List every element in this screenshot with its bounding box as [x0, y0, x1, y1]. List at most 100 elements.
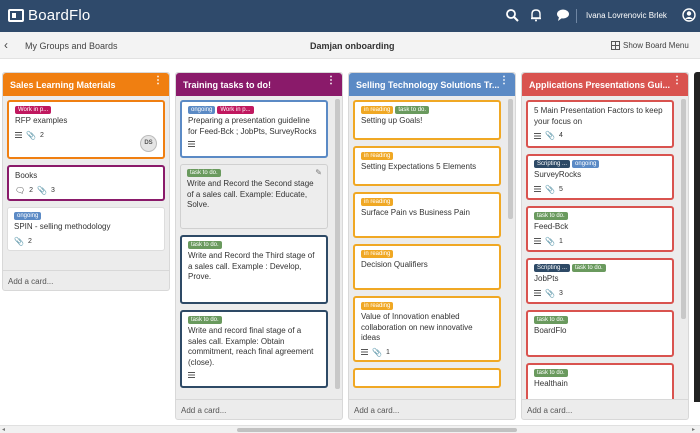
chevron-left-icon[interactable]: ‹ [4, 38, 8, 52]
description-icon [15, 132, 22, 138]
card-title: Feed-Bck [534, 222, 569, 231]
card-title: Write and Record the Second stage of a s… [187, 179, 314, 209]
label-badge: task to do. [534, 212, 568, 220]
label-badge: Scripting ... [534, 264, 571, 272]
description-icon [534, 132, 541, 139]
comment-icon: 🗨 [15, 185, 26, 195]
attachment-count: 3 [51, 186, 55, 194]
attachment-count: 1 [385, 348, 390, 356]
board-header: ‹ My Groups and Boards Damjan onboarding… [0, 32, 700, 59]
card-title: Value of Innovation enabled collaboratio… [361, 312, 473, 342]
list-header[interactable]: Selling Technology Solutions Tr... ⋮ [349, 73, 515, 96]
card[interactable] [353, 368, 501, 388]
app-logo[interactable]: BoardFlo [8, 7, 90, 24]
list-header[interactable]: Training tasks to do! ⋮ [176, 73, 342, 96]
description-icon [361, 349, 368, 355]
card-title: JobPts [534, 274, 559, 283]
list-cards: Work in p... RFP examples 📎 2 DS Books 🗨 2… [3, 96, 169, 270]
paperclip-icon: 📎 [545, 184, 555, 194]
horizontal-scrollbar[interactable]: ◂ ▸ [0, 425, 700, 433]
list-title: Sales Learning Materials [10, 80, 116, 90]
card[interactable]: task to do. Feed-Bck 📎 1 [526, 206, 674, 252]
label-badge: ongoing [14, 212, 42, 220]
user-icon[interactable] [682, 8, 696, 22]
card-title: Surface Pain vs Business Pain [361, 208, 470, 217]
list-header[interactable]: Sales Learning Materials ⋮ [3, 73, 169, 96]
description-icon [534, 238, 541, 244]
card[interactable]: task to do. BoardFlo [526, 310, 674, 357]
card[interactable]: task to do. Write and record final stage… [180, 310, 328, 388]
more-options-icon[interactable]: ⋮ [326, 75, 336, 86]
label-badge: ongoing [572, 160, 600, 168]
card[interactable]: in reading Decision Qualifiers [353, 244, 501, 290]
pencil-icon[interactable]: ✎ [315, 168, 322, 177]
chat-icon[interactable] [556, 8, 570, 22]
description-icon [188, 372, 195, 378]
label-badge: ongoing [188, 106, 216, 114]
more-options-icon[interactable]: ⋮ [153, 75, 163, 86]
paperclip-icon: 📎 [37, 185, 48, 195]
card-title: SurveyRocks [534, 170, 582, 179]
more-options-icon[interactable]: ⋮ [499, 75, 509, 86]
board-canvas: Sales Learning Materials ⋮ Work in p... … [0, 59, 700, 425]
attachment-count: 4 [558, 132, 563, 139]
scroll-right-icon[interactable]: ▸ [692, 427, 696, 433]
label-badge: in reading [361, 152, 394, 160]
card[interactable]: ongoing Work in p... Preparing a present… [180, 100, 328, 158]
card-title: Decision Qualifiers [361, 260, 428, 269]
card[interactable]: task to do. Write and Record the Second … [180, 164, 328, 229]
label-badge: task to do. [572, 264, 606, 272]
label-badge: task to do. [188, 241, 222, 249]
card[interactable]: in reading Setting Expectations 5 Elemen… [353, 146, 501, 186]
add-card-button[interactable]: Add a card... [176, 399, 342, 419]
label-badge: in reading [361, 198, 394, 206]
list-title: Applications Presentations Gui... [529, 80, 671, 90]
add-card-button[interactable]: Add a card... [3, 270, 169, 290]
show-board-menu-button[interactable]: Show Board Menu [611, 41, 689, 50]
card-title: Write and Record the Third stage of a sa… [188, 251, 315, 281]
scrollbar[interactable] [335, 99, 340, 389]
scrollbar[interactable] [508, 99, 513, 219]
list-title: Training tasks to do! [183, 80, 272, 90]
list-header[interactable]: Applications Presentations Gui... ⋮ [522, 73, 688, 96]
avatar[interactable]: DS [140, 135, 157, 152]
attachment-count: 2 [39, 131, 44, 139]
card-title: 5 Main Presentation Factors to keep your… [534, 106, 663, 126]
search-icon[interactable] [505, 8, 519, 22]
more-options-icon[interactable]: ⋮ [672, 75, 682, 86]
label-badge: in reading [361, 106, 394, 114]
card[interactable]: Work in p... RFP examples 📎 2 DS [7, 100, 165, 159]
comment-count: 2 [29, 186, 34, 194]
card-title: Healthain [534, 379, 568, 388]
card[interactable]: Scripting ... ongoing SurveyRocks 📎 5 [526, 154, 674, 200]
card-title: Setting up Goals! [361, 116, 423, 125]
card[interactable]: in reading Value of Innovation enabled c… [353, 296, 501, 362]
label-badge: Scripting ... [534, 160, 571, 168]
card-title: SPIN - selling methodology [14, 222, 111, 231]
scroll-left-icon[interactable]: ◂ [2, 427, 6, 433]
paperclip-icon: 📎 [545, 236, 555, 246]
card[interactable]: task to do. Healthain [526, 363, 674, 399]
top-bar: BoardFlo Ivana Lovrenovic Brlek [0, 0, 700, 32]
breadcrumb[interactable]: My Groups and Boards [25, 41, 118, 51]
card[interactable]: in reading task to do. Setting up Goals! [353, 100, 501, 140]
card[interactable]: task to do. Write and Record the Third s… [180, 235, 328, 304]
bell-icon[interactable] [529, 8, 543, 22]
card[interactable]: in reading Surface Pain vs Business Pain [353, 192, 501, 238]
card[interactable]: ongoing SPIN - selling methodology 📎 2 [7, 207, 165, 251]
card[interactable]: Scripting ... task to do. JobPts 📎 3 [526, 258, 674, 304]
add-card-button[interactable]: Add a card... [522, 399, 688, 419]
label-badge: Work in p... [217, 106, 254, 114]
user-name[interactable]: Ivana Lovrenovic Brlek [586, 11, 667, 20]
scrollbar[interactable] [681, 99, 686, 319]
add-card-button[interactable]: Add a card... [349, 399, 515, 419]
list-selling-technology-solutions: Selling Technology Solutions Tr... ⋮ in … [348, 72, 516, 420]
card-title: Books [15, 171, 38, 180]
label-badge: task to do. [534, 316, 568, 324]
scrollbar-thumb[interactable] [237, 428, 517, 432]
paperclip-icon: 📎 [372, 347, 382, 357]
list-training-tasks: Training tasks to do! ⋮ ongoing Work in … [175, 72, 343, 420]
card[interactable]: Books 🗨 2 📎 3 [7, 165, 165, 201]
list-cards: ongoing Work in p... Preparing a present… [176, 96, 342, 399]
card[interactable]: 5 Main Presentation Factors to keep your… [526, 100, 674, 148]
